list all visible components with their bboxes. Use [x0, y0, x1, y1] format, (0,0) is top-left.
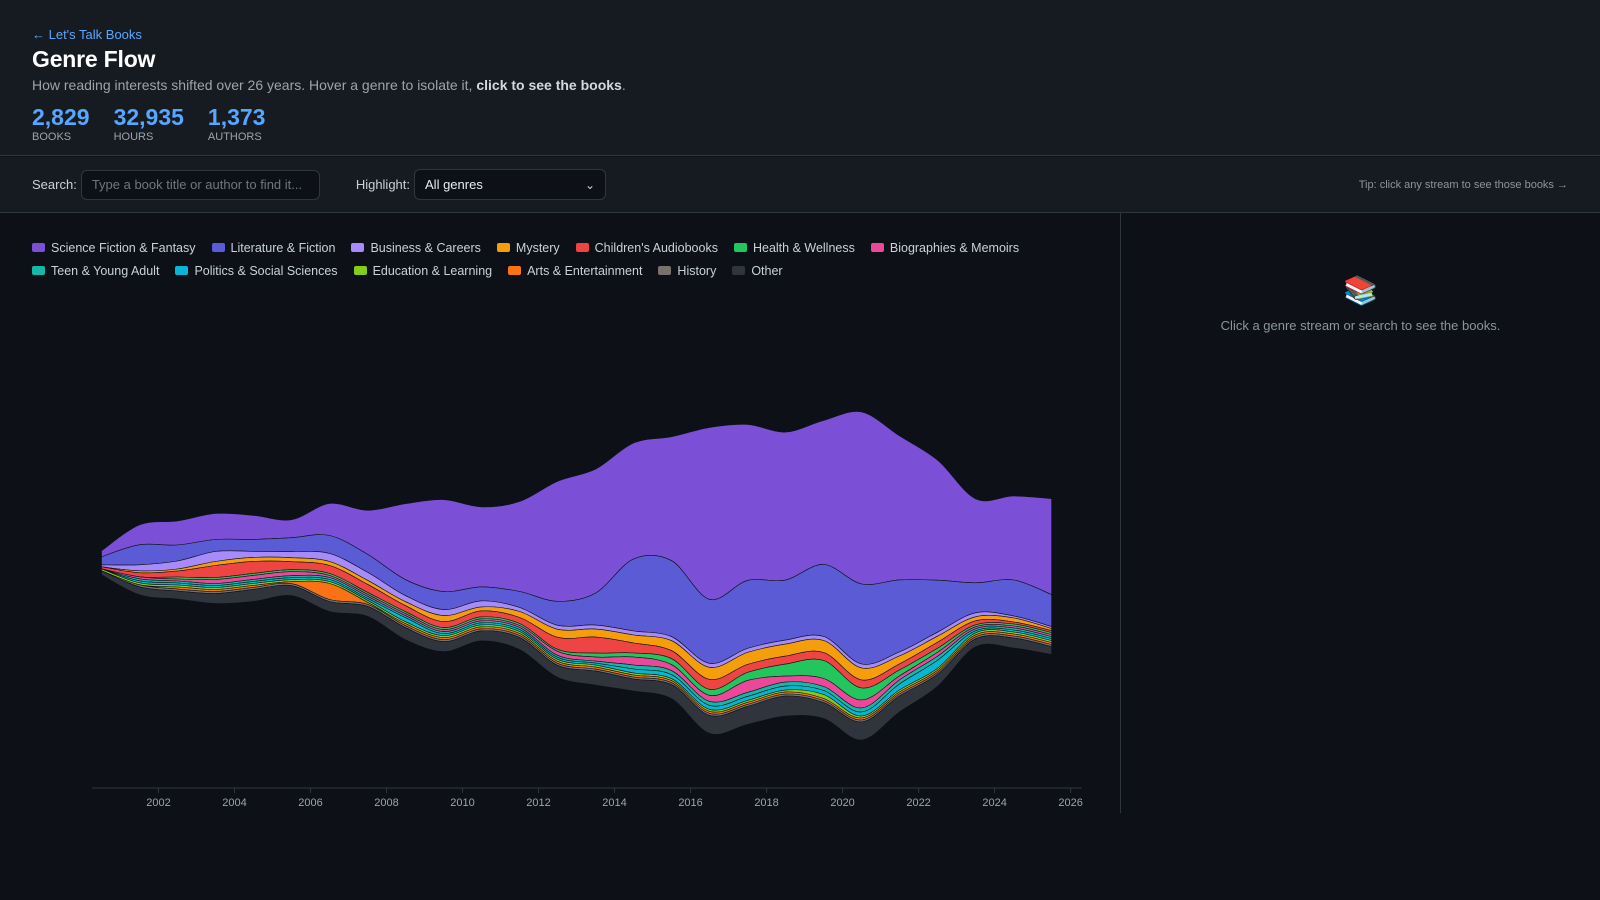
legend-swatch [353, 266, 367, 275]
empty-state-text: Click a genre stream or search to see th… [1220, 318, 1501, 333]
legend-swatch [732, 266, 746, 275]
legend-item-mystery[interactable]: Mystery [496, 239, 560, 256]
legend-item-children-s-audiobooks[interactable]: Children's Audiobooks [575, 239, 718, 256]
legend-swatch [351, 243, 365, 252]
chart-panel: 2002 2004 2006 2008 2010 2012 2014 2016 2018 2020… [0, 213, 1120, 813]
x-tick-label: 2010 [450, 797, 474, 809]
legend-swatch [175, 266, 189, 275]
back-link[interactable]: ← Let's Talk Books [32, 27, 142, 42]
legend-label: Children's Audiobooks [594, 240, 718, 255]
subtitle-text: How reading interests shifted over 26 ye… [32, 77, 477, 93]
legend-item-arts-and-entertainment[interactable]: Arts & Entertainment [508, 262, 642, 279]
legend-item-other[interactable]: Other [732, 262, 783, 279]
search-label: Search: [32, 177, 77, 192]
stat-label: HOURS [113, 131, 154, 143]
x-tick-label: 2004 [222, 797, 246, 809]
legend-label: Health & Wellness [752, 240, 855, 255]
legend-label: Biographies & Memoirs [889, 240, 1020, 255]
legend-item-health-and-wellness[interactable]: Health & Wellness [733, 239, 855, 256]
page-subtitle: How reading interests shifted over 26 ye… [32, 77, 1568, 93]
legend-swatch [575, 243, 589, 252]
stat-hours: 32,935 HOURS [114, 104, 184, 143]
search-input[interactable] [80, 169, 320, 200]
x-tick-label: 2026 [1058, 797, 1082, 809]
stat-books: 2,829 BOOKS [32, 104, 90, 143]
legend-item-science-fiction-and-fantasy[interactable]: Science Fiction & Fantasy [32, 239, 196, 256]
panel-divider [1120, 213, 1121, 813]
toolbar: Search: Highlight: All genres ⌄ Tip: cli… [0, 157, 1600, 213]
legend-swatch [496, 243, 510, 252]
chevron-down-icon: ⌄ [584, 177, 596, 192]
legend-label: History [677, 263, 717, 278]
legend-label: Mystery [515, 240, 560, 255]
legend-swatch [32, 266, 45, 275]
legend-label: Other [751, 263, 783, 278]
page-title: Genre Flow [32, 46, 156, 72]
stats-row: 2,829 BOOKS 32,935 HOURS 1,373 AUTHORS [32, 104, 1568, 143]
stat-value: 2,829 [32, 104, 90, 130]
legend-swatch [211, 243, 225, 252]
legend-label: Education & Learning [372, 263, 493, 278]
x-tick-label: 2018 [754, 797, 778, 809]
subtitle-emphasis: click to see the books [476, 77, 622, 93]
x-tick-label: 2014 [602, 797, 626, 809]
legend-swatch [658, 266, 672, 275]
x-tick-label: 2006 [298, 797, 322, 809]
legend-swatch [32, 243, 45, 252]
streamgraph-chart: 2002 2004 2006 2008 2010 2012 2014 2016 2018 2020… [92, 411, 1083, 809]
empty-state: 📚 Click a genre stream or search to see … [1121, 275, 1600, 333]
genre-select-value: All genres [425, 177, 483, 192]
legend-item-literature-and-fiction[interactable]: Literature & Fiction [211, 239, 336, 256]
x-tick-label: 2016 [678, 797, 702, 809]
x-tick-label: 2008 [374, 797, 398, 809]
legend-label: Literature & Fiction [230, 240, 336, 255]
stat-label: BOOKS [32, 131, 72, 143]
x-tick-label: 2012 [526, 797, 550, 809]
legend-swatch [870, 243, 884, 252]
legend-label: Politics & Social Sciences [194, 263, 338, 278]
legend-label: Science Fiction & Fantasy [51, 240, 196, 255]
x-tick-label: 2020 [830, 797, 854, 809]
x-tick-label: 2022 [906, 797, 930, 809]
stat-value: 32,935 [113, 104, 184, 130]
x-tick-label: 2024 [982, 797, 1006, 809]
stat-value: 1,373 [207, 104, 266, 130]
stat-label: AUTHORS [207, 131, 262, 143]
books-icon: 📚 [1343, 275, 1378, 306]
legend-item-politics-and-social-sciences[interactable]: Politics & Social Sciences [175, 262, 338, 279]
subtitle-end: . [621, 77, 626, 93]
x-tick-label: 2002 [146, 797, 170, 809]
highlight-group: Highlight: All genres ⌄ [355, 169, 607, 200]
stat-authors: 1,373 AUTHORS [208, 104, 266, 143]
chart-legend: Science Fiction & Fantasy Literature & Fi… [32, 239, 1092, 279]
legend-label: Business & Careers [370, 240, 481, 255]
legend-item-history[interactable]: History [658, 262, 716, 279]
page-header: ← Let's Talk Books Genre Flow How readin… [0, 0, 1600, 156]
stream-layers [101, 411, 1052, 741]
genre-select[interactable]: All genres ⌄ [414, 169, 607, 200]
tip-text: Tip: click any stream to see those books… [1358, 178, 1568, 191]
legend-item-education-and-learning[interactable]: Education & Learning [353, 262, 493, 279]
legend-swatch [733, 243, 747, 252]
legend-item-business-and-careers[interactable]: Business & Careers [351, 239, 481, 256]
legend-item-teen-and-young-adult[interactable]: Teen & Young Adult [32, 262, 159, 279]
stream-other[interactable] [101, 570, 1052, 741]
legend-swatch [508, 266, 522, 275]
legend-item-biographies-and-memoirs[interactable]: Biographies & Memoirs [870, 239, 1020, 256]
legend-label: Teen & Young Adult [51, 263, 160, 278]
highlight-label: Highlight: [355, 177, 411, 192]
legend-label: Arts & Entertainment [527, 263, 643, 278]
book-detail-panel: 📚 Click a genre stream or search to see … [1121, 213, 1600, 813]
